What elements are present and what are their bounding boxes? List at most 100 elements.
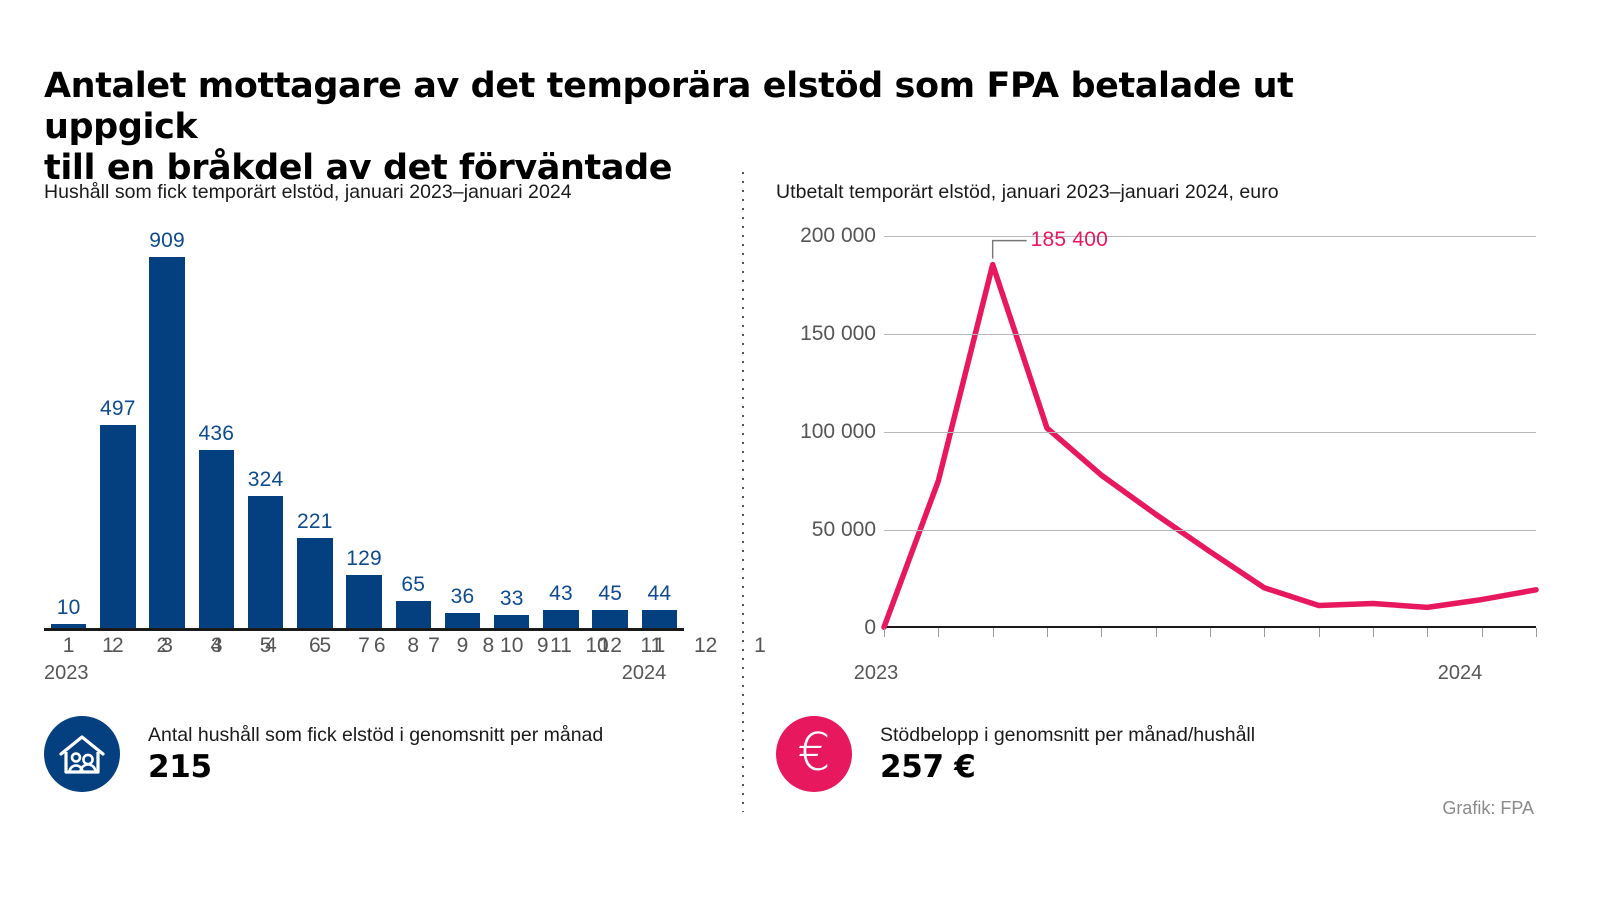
bar-chart-year-end: 2024: [621, 662, 667, 684]
line-chart-x-axis: [884, 625, 1536, 628]
bar-item: 221: [290, 236, 339, 628]
bar-item: 45: [586, 236, 635, 628]
bar-value-label: 33: [499, 586, 524, 610]
bar-value-label: 436: [198, 421, 235, 445]
stat-card-households-label: Antal hushåll som fick elstöd i genomsni…: [148, 724, 604, 746]
credit-text: Grafik: FPA: [1442, 798, 1534, 818]
bar-chart-year-start: 2023: [44, 662, 89, 684]
bar-value-label: 43: [549, 582, 573, 606]
bar-chart-x-axis: [44, 628, 684, 631]
bar-item: 436: [192, 236, 241, 628]
line-x-tick-label: 5: [319, 634, 332, 657]
bar-rect: [444, 613, 481, 628]
bar-x-tick-label: 7: [358, 634, 370, 657]
line-x-tick-mark: [938, 628, 940, 637]
stat-card-amount-text: Stödbelopp i genomsnitt per månad/hushål…: [880, 722, 1255, 786]
line-x-tick-mark: [992, 628, 994, 637]
line-chart-year-start: 2023: [853, 662, 899, 684]
bar-rect: [50, 623, 87, 628]
bar-value-label: 497: [100, 397, 136, 421]
bar-item: 10: [44, 236, 93, 628]
line-x-tick-label: 11: [640, 634, 663, 657]
line-x-tick-label: 3: [210, 634, 223, 657]
headline-line-1: Antalet mottagare av det temporära elstö…: [44, 66, 1294, 147]
bar-value-label: 36: [450, 585, 475, 609]
bar-rect: [641, 610, 678, 628]
bar-rect: [494, 614, 530, 628]
gridline: [884, 334, 1536, 335]
line-chart-annotation: 185 400: [1030, 227, 1108, 251]
left-chart-subtitle: Hushåll som fick temporärt elstöd, janua…: [44, 181, 572, 203]
bar-item: 324: [241, 236, 290, 628]
bar-value-label: 44: [647, 582, 672, 606]
euro-glyph: €: [797, 722, 831, 783]
line-x-tick-label: 1: [754, 634, 766, 657]
bar-item: 497: [93, 236, 142, 628]
line-x-tick-label: 2: [156, 634, 169, 657]
left-panel-header: Hushåll som fick temporärt elstöd, janua…: [44, 180, 724, 204]
line-x-tick-mark: [1047, 628, 1048, 637]
line-x-tick-label: 7: [428, 634, 440, 657]
line-chart-x-labels: 1 2 3 4 5 6 7 8 9 10 11 12 1: [102, 634, 766, 660]
bar-x-tick-label: 12: [598, 634, 622, 657]
bar-x-tick-label: 3: [161, 634, 173, 657]
bar-item: 909: [142, 229, 191, 628]
line-x-tick-mark: [1536, 628, 1537, 637]
line-x-tick-mark: [1373, 628, 1374, 637]
bar-x-tick-label: 6: [308, 634, 321, 657]
bar-rect: [247, 495, 284, 628]
bar-value-label: 10: [56, 595, 81, 619]
stat-card-households-value: 215: [148, 749, 212, 785]
bar-x-tick-label: 11: [550, 634, 572, 657]
line-chart: 0 50 000 100 000 150 000 200 000: [776, 224, 1539, 639]
bar-rect: [543, 610, 579, 628]
stat-card-households-text: Antal hushåll som fick elstöd i genomsni…: [148, 722, 603, 786]
line-x-tick-label: 8: [482, 634, 495, 657]
bar-item: 36: [438, 236, 487, 628]
bar-value-label: 909: [149, 228, 185, 252]
line-x-tick-mark: [1210, 628, 1211, 637]
bar-item: 33: [487, 236, 536, 628]
bar-x-tick-label: 5: [259, 634, 272, 657]
bar-value-label: 65: [401, 573, 426, 597]
bar-rect: [149, 256, 185, 628]
euro-icon: €: [776, 716, 852, 792]
right-chart-subtitle: Utbetalt temporärt elstöd, januari 2023–…: [776, 181, 1279, 203]
line-x-tick-mark: [1427, 628, 1429, 637]
annotation-leader-line: [991, 239, 1027, 259]
line-x-tick-mark: [1264, 628, 1266, 637]
bar-chart-x-labels: 1 2 3 4 5 6 7 8 9 10 11 12 1: [44, 634, 684, 658]
line-series-svg: [881, 239, 1539, 630]
line-y-tick-label: 50 000: [811, 518, 876, 541]
bar-item: 65: [389, 236, 438, 628]
gridline: [884, 530, 1536, 531]
bar-item: 43: [536, 236, 585, 628]
line-x-tick-mark: [1155, 628, 1157, 637]
stat-card-amount-value: 257 €: [880, 749, 976, 785]
right-panel-header: Utbetalt temporärt elstöd, januari 2023–…: [776, 180, 1536, 204]
bar-rect: [100, 425, 136, 628]
bar-chart: 10 497 909 436 324 221 129 65 36 33 43 45 44: [44, 229, 684, 628]
line-x-tick-label: 1: [102, 634, 114, 657]
bar-rect: [592, 609, 628, 628]
panel-divider: [742, 172, 744, 812]
bar-x-tick-label: 4: [210, 634, 223, 657]
bar-value-label: 324: [247, 467, 284, 491]
bar-x-tick-label: 2: [112, 634, 124, 657]
bar-x-tick-label: 1: [653, 634, 666, 657]
line-x-tick-label: 4: [265, 634, 277, 657]
gridline: [884, 432, 1536, 433]
page-title: Antalet mottagare av det temporära elstö…: [44, 66, 1444, 189]
bar-rect: [198, 449, 235, 628]
line-y-tick-label: 100 000: [800, 420, 876, 443]
house-with-people-icon: [44, 716, 120, 792]
bar-x-tick-label: 1: [62, 634, 75, 657]
line-x-tick-mark: [884, 628, 885, 637]
bar-item: 44: [635, 236, 684, 628]
gridline: [884, 236, 1536, 237]
bar-x-tick-label: 9: [456, 634, 469, 657]
line-chart-year-end: 2024: [1437, 662, 1483, 684]
line-x-tick-label: 10: [585, 634, 609, 657]
line-chart-y-labels: 0 50 000 100 000 150 000 200 000: [776, 224, 876, 639]
